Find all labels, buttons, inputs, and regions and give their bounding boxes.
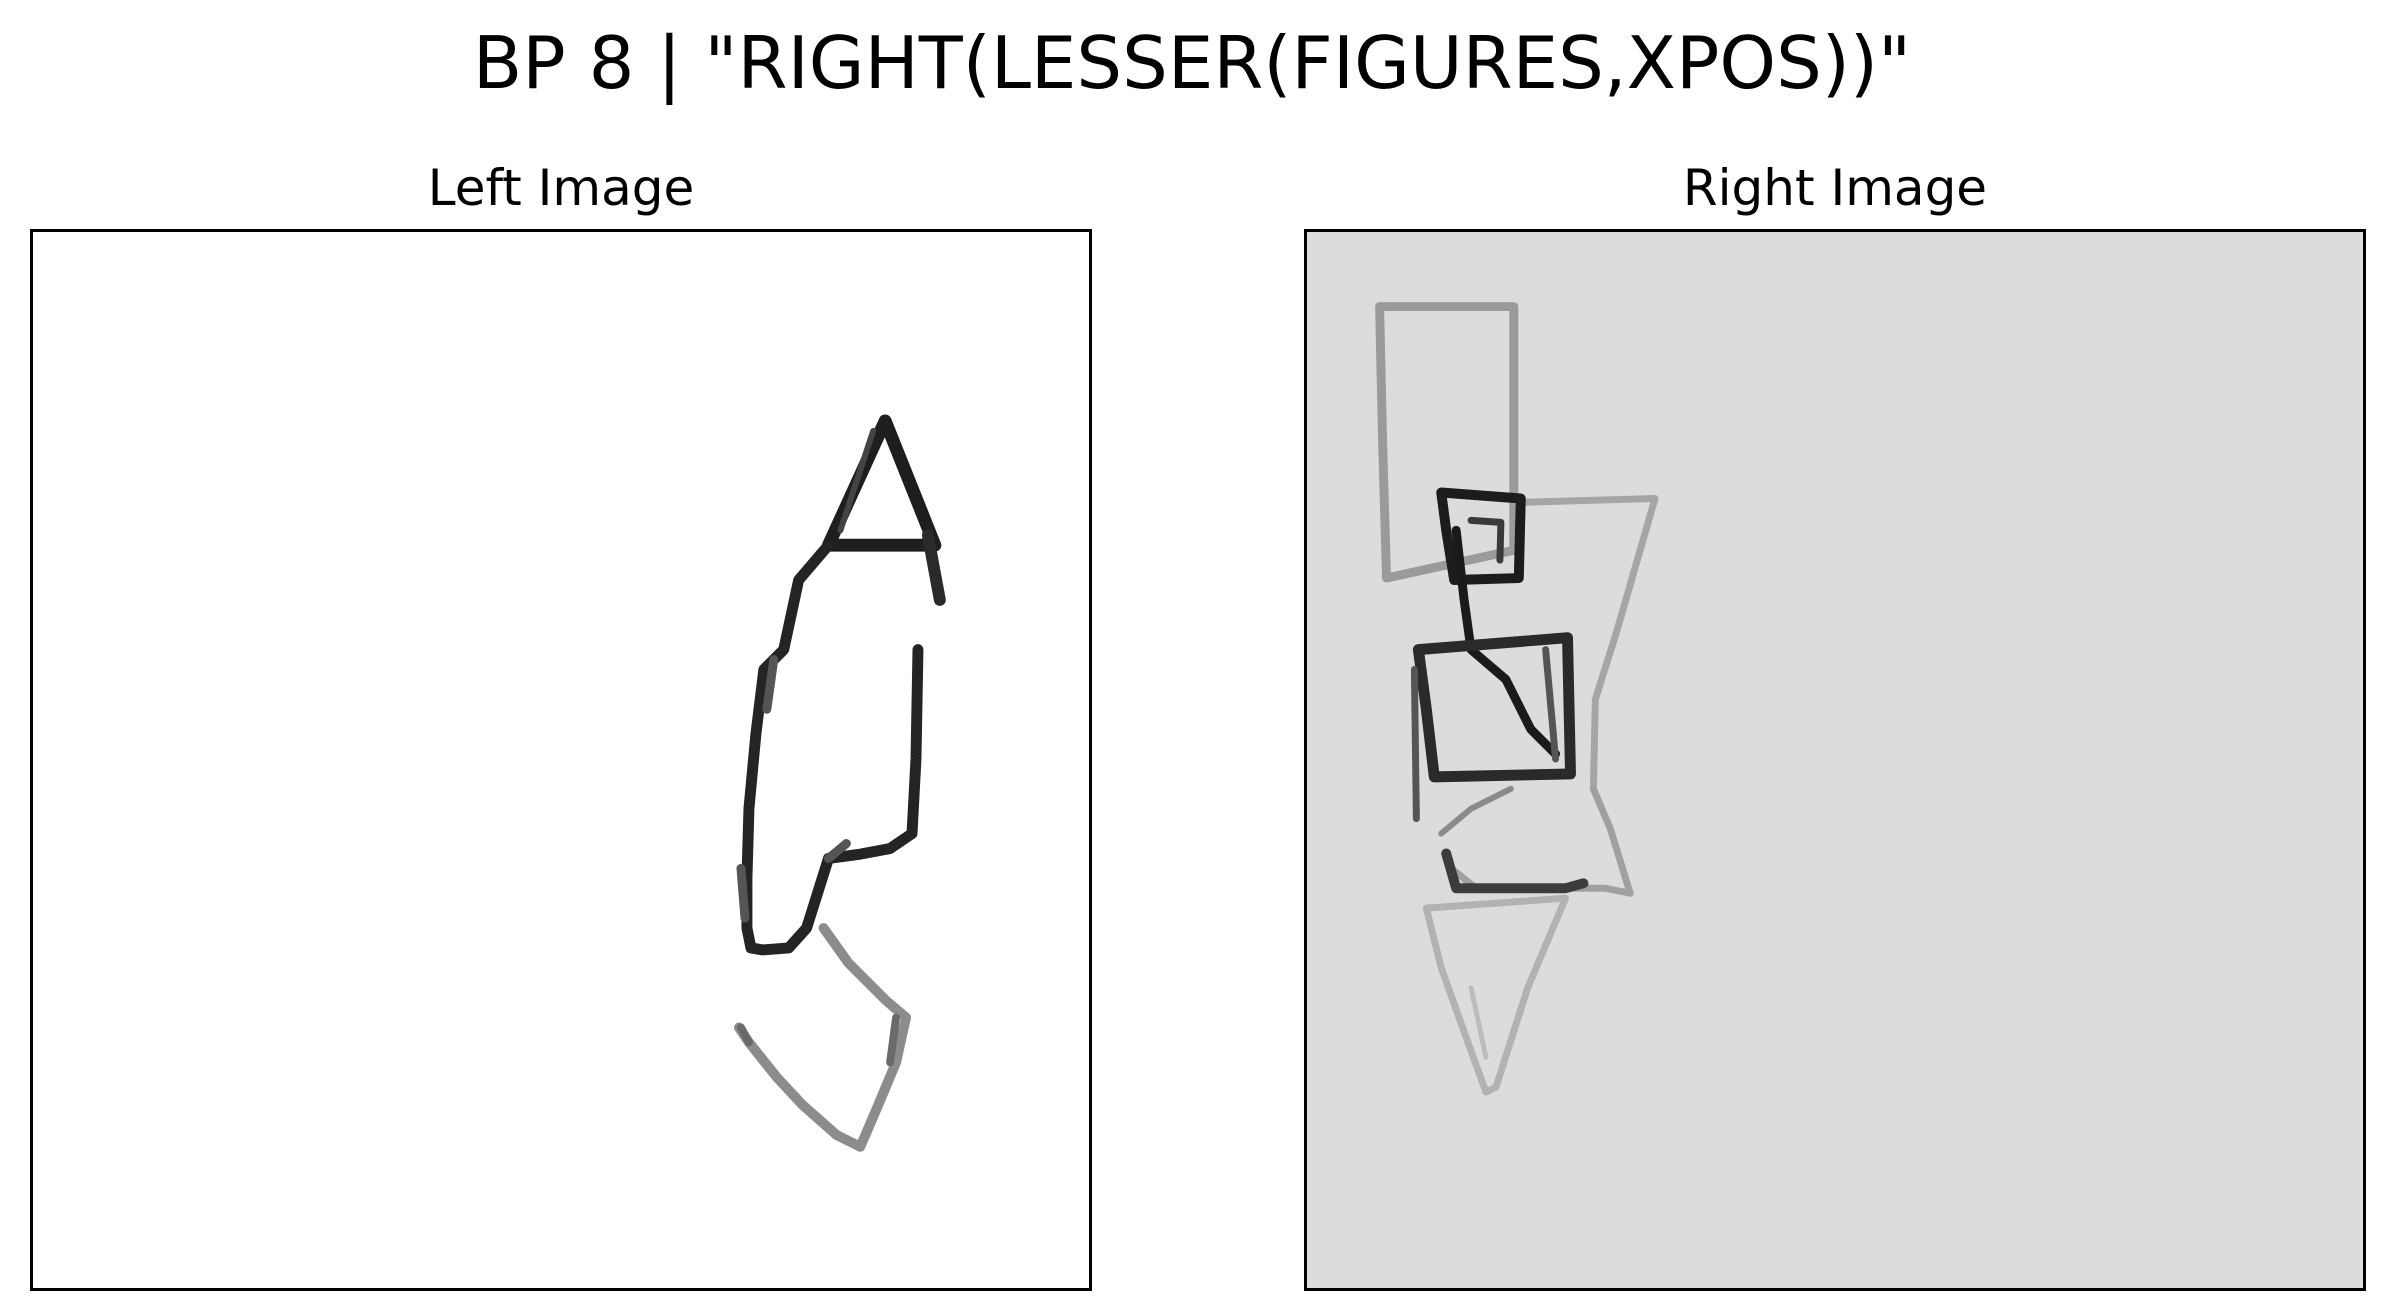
right-small-dark-square (1436, 487, 1526, 585)
left-image-panel (30, 229, 1092, 1291)
right-connector-light (1438, 785, 1514, 837)
left-sketch-drawing (734, 414, 946, 1152)
left-loop-shape (741, 539, 924, 956)
left-image-title: Left Image (427, 159, 695, 217)
right-trapezoid-top (1512, 495, 1659, 793)
right-middle-square-shade (1410, 646, 1560, 823)
right-inverted-triangle (1422, 894, 1570, 1096)
left-zigzag-shape (734, 923, 912, 1152)
right-image-panel (1304, 229, 2366, 1291)
right-bottom-bar (1441, 848, 1589, 894)
right-triangle-inner (1468, 985, 1489, 1060)
right-small-square-inner (1467, 516, 1505, 564)
left-loop-shadow (736, 655, 851, 923)
left-zigzag-dark-segment (737, 1013, 901, 1067)
right-dark-connector (1451, 525, 1561, 759)
right-middle-dark-square (1412, 632, 1576, 783)
left-triangle-right-tail (921, 529, 946, 606)
figure-title: BP 8 | "RIGHT(LESSER(FIGURES,XPOS))" (472, 21, 1912, 105)
right-image-title: Right Image (1682, 159, 1988, 217)
left-triangle-inner-stroke (837, 427, 877, 534)
right-sketch-drawing (1375, 302, 1659, 1096)
